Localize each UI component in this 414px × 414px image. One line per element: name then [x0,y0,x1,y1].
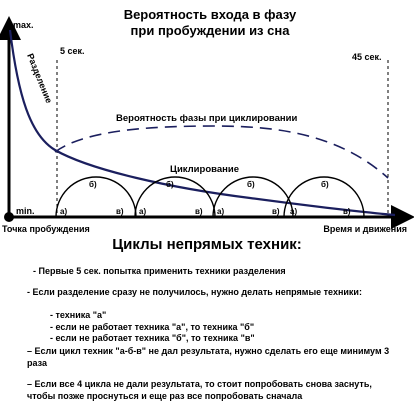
origin-dot [4,212,14,222]
arc-4-label-v: в) [343,207,351,216]
note-first-5-seconds: - Первые 5 сек. попытка применить техник… [33,266,286,276]
marker-5s-label: 5 сек. [60,46,85,56]
note-indirect-techniques: - Если разделение сразу не получилось, н… [27,287,362,297]
arc-3-label-a: а) [217,207,224,216]
note-repeat-cycle: – Если цикл техник "а-б-в" не дал резуль… [27,346,390,368]
phase-probability-curve [54,125,389,179]
arc-4-label-a: а) [290,207,297,216]
technique-a-item: - техника "а" [50,310,107,320]
technique-v-item: - если не работает техника "б", то техни… [50,333,255,343]
cycle-arc-2: а) б) в) [134,176,216,218]
arc-1-label-a: а) [60,207,67,216]
arc-1-label-v: в) [116,207,124,216]
y-axis-min-label: min. [16,206,35,216]
cycling-label: Циклирование [170,164,239,175]
arc-3-label-v: в) [272,207,280,216]
y-axis-max-label: max. [13,20,34,30]
arc-2-label-a: а) [139,207,146,216]
separation-curve-label: Разделение [25,52,54,105]
cycle-arc-1: а) б) в) [55,176,137,218]
technique-b-item: - если не работает техника "а", то техни… [50,321,255,332]
cycle-arc-4: а) б) в) [283,176,365,218]
arc-2-label-v: в) [195,207,203,216]
phase-probability-diagram: Вероятность входа в фазу при пробуждении… [0,7,414,234]
arc-3-label-b: б) [247,180,255,189]
arc-1-label-b: б) [89,180,97,189]
marker-45s-label: 45 сек. [352,52,382,62]
arc-4-label-b: б) [321,180,329,189]
arc-2-label-b: б) [166,180,174,189]
cycle-arc-3: а) б) в) [212,176,294,218]
diagram-title-line1: Вероятность входа в фазу [124,7,297,22]
origin-label: Точка пробуждения [2,224,90,234]
note-fall-asleep-again: – Если все 4 цикла не дали результата, т… [27,379,372,401]
technique-sublist: - техника "а" - если не работает техника… [50,310,255,345]
x-axis-label: Время и движения [323,224,407,234]
phase-probability-label: Вероятность фазы при циклировании [116,113,297,124]
section-title: Циклы непрямых техник: [112,236,302,253]
diagram-title-line2: при пробуждении из сна [131,23,291,38]
separation-curve [8,29,396,217]
